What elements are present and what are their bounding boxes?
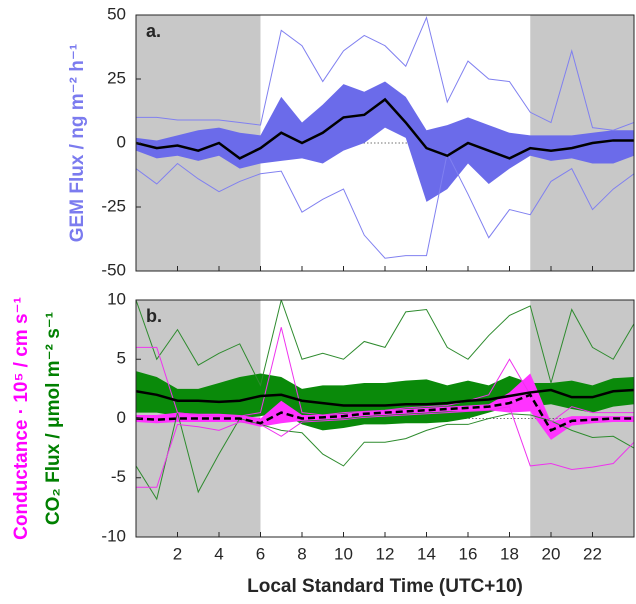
range-band bbox=[136, 81, 634, 202]
series-line bbox=[136, 388, 634, 407]
x-tick-label: 2 bbox=[173, 544, 182, 563]
y-tick-label: -25 bbox=[101, 196, 126, 215]
y-axis-label: CO₂ Flux / μmol m⁻² s⁻¹ bbox=[43, 312, 64, 525]
y-tick-label: -10 bbox=[101, 526, 126, 545]
x-tick-label: 4 bbox=[214, 544, 223, 563]
y-tick-label: 10 bbox=[107, 289, 126, 308]
x-tick-label: 14 bbox=[417, 544, 436, 563]
series-line bbox=[136, 406, 634, 488]
y-tick-label: 50 bbox=[107, 4, 126, 23]
plot-area bbox=[136, 300, 634, 537]
x-tick-label: 12 bbox=[376, 544, 395, 563]
series-line bbox=[136, 393, 634, 432]
panel-label: b. bbox=[146, 306, 162, 326]
y-tick-label: 5 bbox=[117, 349, 126, 368]
x-tick-label: 18 bbox=[500, 544, 519, 563]
x-tick-label: 10 bbox=[334, 544, 353, 563]
series-line bbox=[136, 151, 634, 259]
y-tick-label: -50 bbox=[101, 260, 126, 279]
y-tick-label: 0 bbox=[117, 132, 126, 151]
y-axis-label: Conductance · 10⁵ / cm s⁻¹ bbox=[11, 297, 32, 540]
series-line bbox=[136, 15, 634, 131]
x-tick-label: 22 bbox=[583, 544, 602, 563]
panel-label: a. bbox=[146, 21, 161, 41]
series-line bbox=[136, 97, 634, 160]
x-tick-label: 8 bbox=[297, 544, 306, 563]
y-axis-label: GEM Flux / ng m⁻² h⁻¹ bbox=[67, 44, 88, 242]
plot-area bbox=[136, 15, 634, 271]
y-tick-label: 0 bbox=[117, 408, 126, 427]
series-line bbox=[136, 300, 634, 387]
series-line bbox=[136, 327, 634, 423]
x-axis-label: Local Standard Time (UTC+10) bbox=[247, 576, 523, 597]
y-tick-label: -5 bbox=[111, 467, 126, 486]
x-tick-label: 20 bbox=[542, 544, 561, 563]
series-line bbox=[136, 412, 634, 501]
y-tick-label: 25 bbox=[107, 68, 126, 87]
x-tick-label: 6 bbox=[256, 544, 265, 563]
x-tick-label: 16 bbox=[459, 544, 478, 563]
